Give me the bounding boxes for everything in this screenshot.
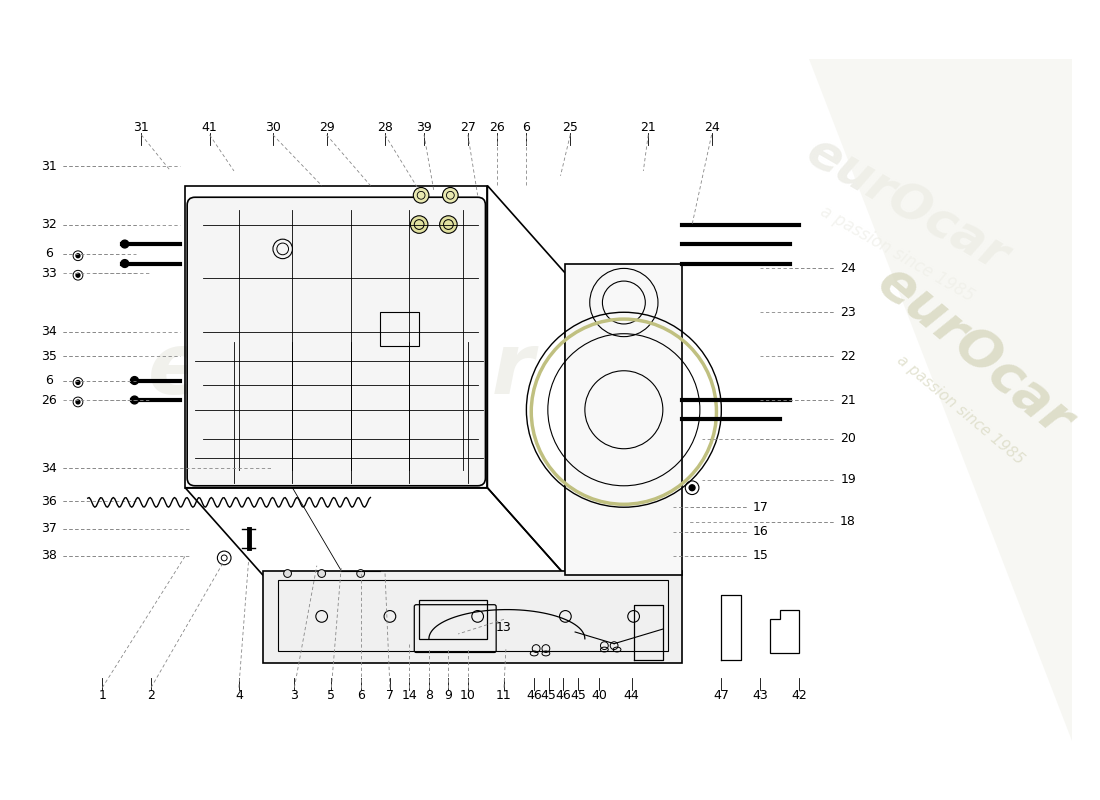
Circle shape xyxy=(121,240,129,248)
Text: 15: 15 xyxy=(752,550,768,562)
Text: a passion since 1985: a passion since 1985 xyxy=(893,352,1026,467)
Text: 28: 28 xyxy=(377,121,393,134)
Text: 19: 19 xyxy=(840,474,856,486)
Text: 11: 11 xyxy=(496,689,512,702)
Text: eurOcar: eurOcar xyxy=(867,255,1082,447)
Text: 2: 2 xyxy=(147,689,155,702)
Text: 6: 6 xyxy=(356,689,364,702)
Text: 6: 6 xyxy=(45,247,53,260)
Text: 5: 5 xyxy=(328,689,336,702)
Circle shape xyxy=(76,400,80,404)
Text: 34: 34 xyxy=(41,462,56,474)
Text: 14: 14 xyxy=(402,689,417,702)
Text: 26: 26 xyxy=(490,121,505,134)
Circle shape xyxy=(133,378,136,382)
Text: 44: 44 xyxy=(624,689,639,702)
Text: 16: 16 xyxy=(752,525,768,538)
Text: 39: 39 xyxy=(416,121,432,134)
Text: 29: 29 xyxy=(319,121,334,134)
Circle shape xyxy=(690,485,695,490)
Circle shape xyxy=(123,262,126,266)
Text: 34: 34 xyxy=(41,326,56,338)
Circle shape xyxy=(410,216,428,234)
Text: 24: 24 xyxy=(704,121,719,134)
Text: 4: 4 xyxy=(235,689,243,702)
Circle shape xyxy=(76,254,80,258)
Text: 1: 1 xyxy=(98,689,107,702)
Circle shape xyxy=(284,570,292,578)
Text: 42: 42 xyxy=(791,689,807,702)
Circle shape xyxy=(356,570,364,578)
Text: 27: 27 xyxy=(460,121,476,134)
Text: 31: 31 xyxy=(133,121,150,134)
Text: 10: 10 xyxy=(460,689,476,702)
Text: 43: 43 xyxy=(752,689,768,702)
Circle shape xyxy=(76,274,80,277)
Text: 23: 23 xyxy=(840,306,856,318)
Text: eurOcar: eurOcar xyxy=(798,128,1015,282)
Circle shape xyxy=(131,396,139,404)
Text: 7: 7 xyxy=(386,689,394,702)
Text: 20: 20 xyxy=(840,433,856,446)
Text: 45: 45 xyxy=(541,689,557,702)
Circle shape xyxy=(318,570,326,578)
Text: 26: 26 xyxy=(41,394,56,406)
Text: 13: 13 xyxy=(496,621,512,634)
Text: 6: 6 xyxy=(45,374,53,387)
Text: a passion since 1985: a passion since 1985 xyxy=(195,419,429,439)
Text: 38: 38 xyxy=(41,550,57,562)
Circle shape xyxy=(442,187,458,203)
Text: 18: 18 xyxy=(840,515,856,528)
Text: 31: 31 xyxy=(41,159,56,173)
Text: 9: 9 xyxy=(444,689,452,702)
Text: 33: 33 xyxy=(41,266,56,280)
Circle shape xyxy=(133,398,136,402)
Text: 45: 45 xyxy=(570,689,586,702)
Text: 46: 46 xyxy=(556,689,571,702)
Text: 21: 21 xyxy=(640,121,656,134)
Circle shape xyxy=(131,377,139,385)
Text: 30: 30 xyxy=(265,121,280,134)
Text: 17: 17 xyxy=(752,501,768,514)
Polygon shape xyxy=(810,59,1072,741)
Text: 41: 41 xyxy=(201,121,218,134)
Text: eurOcar: eurOcar xyxy=(147,330,535,412)
Text: 36: 36 xyxy=(41,495,56,508)
Text: 35: 35 xyxy=(41,350,57,362)
Text: 25: 25 xyxy=(562,121,579,134)
FancyBboxPatch shape xyxy=(187,198,485,486)
Circle shape xyxy=(414,187,429,203)
Text: 8: 8 xyxy=(425,689,433,702)
Text: 40: 40 xyxy=(592,689,607,702)
Text: 24: 24 xyxy=(840,262,856,275)
Text: 21: 21 xyxy=(840,394,856,406)
Polygon shape xyxy=(565,263,682,575)
Text: 47: 47 xyxy=(714,689,729,702)
Polygon shape xyxy=(263,570,682,663)
Text: 32: 32 xyxy=(41,218,56,231)
Circle shape xyxy=(123,242,126,246)
Circle shape xyxy=(440,216,458,234)
Circle shape xyxy=(76,381,80,385)
Text: 6: 6 xyxy=(522,121,530,134)
Circle shape xyxy=(121,260,129,267)
Text: a passion since 1985: a passion since 1985 xyxy=(816,202,977,306)
Text: 22: 22 xyxy=(840,350,856,362)
Text: 46: 46 xyxy=(526,689,542,702)
Text: 3: 3 xyxy=(290,689,298,702)
Text: 37: 37 xyxy=(41,522,57,535)
